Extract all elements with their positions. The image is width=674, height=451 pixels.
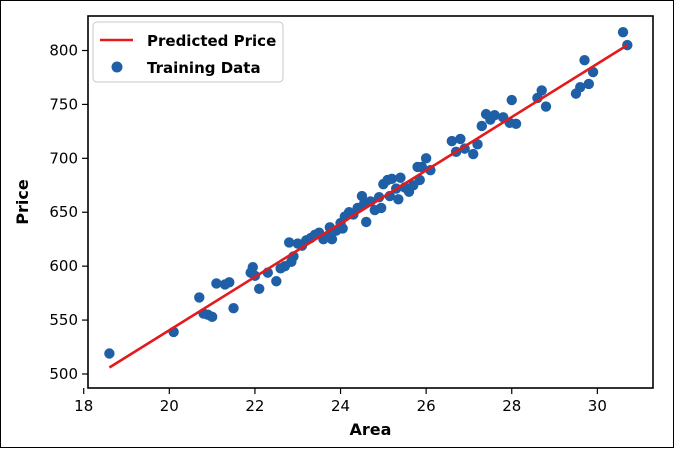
data-point xyxy=(506,94,517,106)
y-tick-label: 700 xyxy=(49,149,78,167)
data-point xyxy=(228,303,239,314)
data-point xyxy=(583,78,594,90)
x-tick-label: 24 xyxy=(331,397,350,415)
data-point xyxy=(326,234,338,245)
data-point xyxy=(617,26,629,38)
data-point xyxy=(489,110,500,121)
data-point xyxy=(206,311,218,323)
axes xyxy=(87,15,654,389)
data-point xyxy=(468,148,479,160)
y-tick-label: 800 xyxy=(49,42,78,60)
x-axis-label: Area xyxy=(350,420,392,439)
axes-frame xyxy=(87,15,654,389)
data-point xyxy=(361,216,372,228)
y-tick-label: 750 xyxy=(49,95,78,113)
data-point xyxy=(393,194,404,205)
data-point xyxy=(579,55,590,66)
data-point xyxy=(395,172,406,183)
x-axis-ticks: 18 20 22 24 26 28 30 xyxy=(74,388,607,415)
data-point xyxy=(575,81,586,93)
y-tick-label: 600 xyxy=(49,257,78,275)
y-axis-ticks: 500 550 600 650 700 750 800 xyxy=(49,42,88,383)
legend-marker-swatch xyxy=(111,61,123,73)
data-point xyxy=(211,278,222,289)
x-tick-label: 20 xyxy=(160,397,179,415)
x-tick-label: 22 xyxy=(245,397,264,415)
predicted-price-line-path xyxy=(108,44,629,369)
y-axis-label: Price xyxy=(13,179,32,225)
legend-label-training-data: Training Data xyxy=(147,59,261,77)
data-point xyxy=(536,85,547,96)
legend: Predicted Price Training Data xyxy=(92,21,284,83)
predicted-price-line xyxy=(108,44,629,369)
y-tick-label: 550 xyxy=(49,311,78,329)
legend-box xyxy=(92,21,284,83)
y-tick-label: 650 xyxy=(49,203,78,221)
data-point xyxy=(472,139,483,150)
data-point xyxy=(476,120,487,132)
data-point xyxy=(376,202,387,214)
data-point xyxy=(416,161,428,173)
data-point xyxy=(420,153,432,164)
x-tick-label: 26 xyxy=(417,397,436,415)
data-point xyxy=(510,118,522,130)
data-point xyxy=(337,223,348,234)
legend-label-predicted-price: Predicted Price xyxy=(147,32,276,50)
data-point xyxy=(455,133,466,145)
data-point xyxy=(254,283,265,294)
data-point xyxy=(224,277,235,288)
data-point xyxy=(194,292,205,303)
data-point xyxy=(283,237,295,248)
data-point xyxy=(446,135,458,147)
x-tick-label: 30 xyxy=(588,397,607,415)
x-tick-label: 28 xyxy=(502,397,521,415)
x-tick-label: 18 xyxy=(74,397,93,415)
y-tick-label: 500 xyxy=(49,365,78,383)
data-point xyxy=(104,348,115,359)
data-point xyxy=(271,276,282,287)
data-point xyxy=(247,262,258,273)
training-data-points xyxy=(104,26,633,359)
data-point xyxy=(425,164,436,176)
data-point xyxy=(540,101,552,112)
data-point xyxy=(386,173,398,185)
